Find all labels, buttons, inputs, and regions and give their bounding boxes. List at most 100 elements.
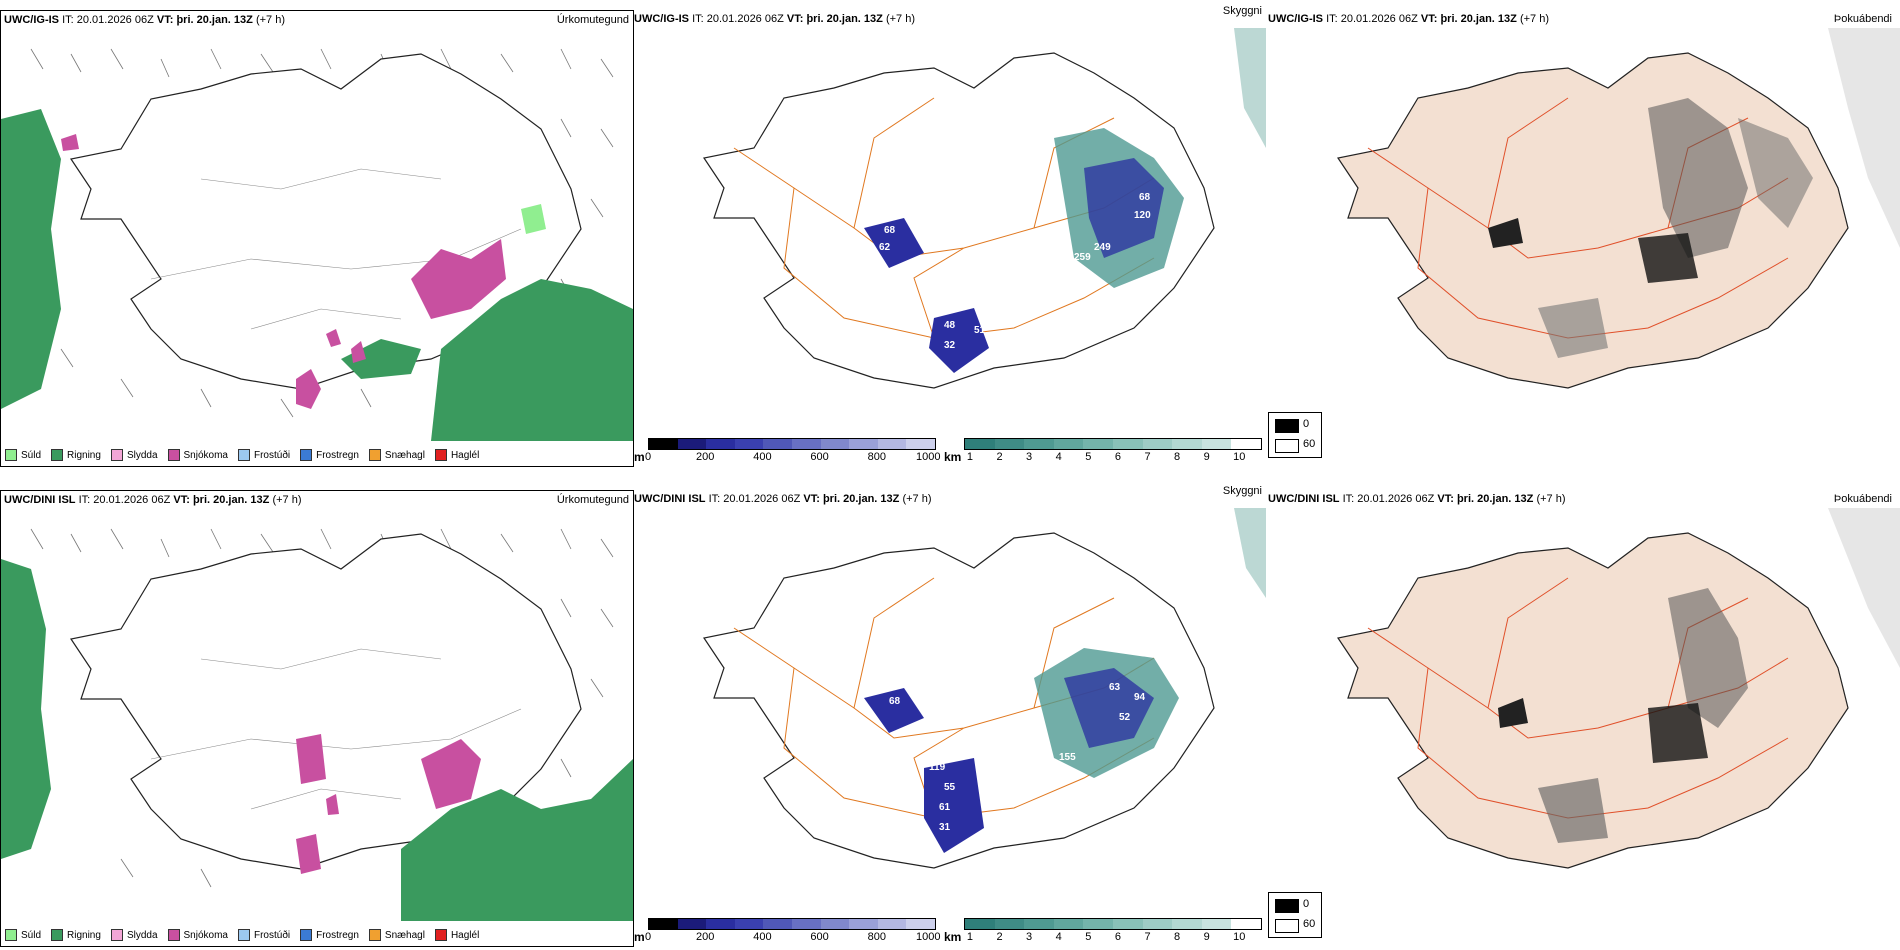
legend-swatch-slydda [110, 449, 123, 461]
ptype-map [1, 509, 633, 921]
legend-swatch-snjokoma [167, 449, 180, 461]
cloud-header: UWC/IG-IS IT: 20.01.2026 06Z VT: þri. 20… [634, 5, 1266, 28]
ceiling-colorbar [648, 438, 936, 450]
vt-label: VT: [803, 493, 820, 505]
fog-title: Þokuábendi [1833, 13, 1892, 25]
ceiling-label: 62 [879, 242, 891, 253]
fog-legend: 0 60 [1268, 892, 1322, 938]
lead-time: (+7 h) [902, 493, 932, 505]
vt-value: þri. 20.jan. 13Z [192, 494, 270, 506]
cloud-panel-2: UWC/DINI ISL IT: 20.01.2026 06Z VT: þri.… [634, 485, 1266, 945]
ceiling-label: 285 [1099, 642, 1116, 653]
vt-label: VT: [1420, 13, 1438, 25]
vt-label: VT: [156, 14, 174, 26]
model-name: UWC/DINI ISL [634, 493, 706, 505]
legend-label: Rigning [67, 929, 101, 941]
ceiling-label: 94 [1134, 692, 1146, 703]
fog-legend-light [1275, 439, 1299, 453]
ceiling-label: 55 [944, 782, 956, 793]
ceiling-label: 155 [1059, 752, 1076, 763]
ceiling-ticks: 0 200 400 600 800 1000 [644, 931, 941, 943]
cloud-map: 68 62 48 32 51 249 259 68 120 206 27 [634, 28, 1266, 438]
ceiling-label: 119 [929, 762, 946, 773]
ceiling-unit: m [634, 450, 645, 464]
legend-label: Snjókoma [183, 449, 228, 461]
legend-swatch-frostudi [237, 929, 250, 941]
it-label: IT: [62, 14, 74, 26]
legend-swatch-sud [5, 449, 17, 461]
lead-time: (+7 h) [1536, 493, 1566, 505]
fog-legend-dark-label: 0 [1303, 418, 1310, 430]
vt-value: þri. 20.jan. 13Z [1456, 493, 1534, 505]
cloud-map-svg: 68 119 55 61 31 155 52 94 285 63 [634, 508, 1266, 918]
fog-panel-2: UWC/DINI ISL IT: 20.01.2026 06Z VT: þri.… [1268, 490, 1900, 945]
cloud-map-svg: 68 62 48 32 51 249 259 68 120 206 27 [634, 28, 1266, 438]
it-label: IT: [1342, 493, 1355, 505]
fog-title: Þokuábendi [1833, 493, 1892, 505]
fog-legend-light [1275, 919, 1299, 933]
vt-value: þri. 20.jan. 13Z [806, 13, 883, 25]
visibility-ticks: 1 2 3 4 5 6 7 8 9 10 [966, 931, 1246, 943]
ceiling-label: 63 [1109, 682, 1121, 693]
visibility-ticks: 1 2 3 4 5 6 7 8 9 10 [966, 451, 1246, 463]
ptype-legend: Súld Rigning Slydda Snjókoma Frostúði Fr… [5, 926, 479, 944]
fog-legend-light-label: 60 [1303, 918, 1316, 930]
visibility-colorbar [964, 918, 1262, 930]
ceiling-label: 68 [889, 696, 901, 707]
snow-area-east [411, 239, 506, 319]
legend-label: Haglél [450, 449, 480, 461]
legend-label: Snjókoma [183, 929, 228, 941]
fog-legend: 0 60 [1268, 412, 1322, 458]
legend-swatch-frostudi [237, 449, 250, 461]
legend-swatch-sud [5, 929, 17, 941]
legend-swatch-haglel [434, 929, 447, 941]
visibility-unit: km [944, 450, 962, 464]
model-name: UWC/IG-IS [1268, 13, 1323, 25]
legend-label: Frostúði [253, 449, 291, 461]
vt-label: VT: [173, 494, 190, 506]
ceiling-label: 31 [939, 822, 951, 833]
lead-time: (+7 h) [885, 13, 915, 25]
it-label: IT: [692, 13, 704, 25]
it-label: IT: [78, 494, 91, 506]
it-value: 20.01.2026 06Z [706, 13, 784, 25]
visibility-colorbar [964, 438, 1262, 450]
ceiling-colorbar [648, 918, 936, 930]
ceiling-label: 32 [944, 340, 956, 351]
fog-legend-light-label: 60 [1303, 438, 1316, 450]
ceiling-label: 206 [1064, 282, 1081, 293]
vt-label: VT: [786, 13, 804, 25]
ceiling-label: 68 [1139, 192, 1151, 203]
cloud-title: Skyggni [1222, 485, 1262, 497]
ceiling-label: 259 [1074, 252, 1091, 263]
it-label: IT: [1326, 13, 1338, 25]
cloud-map: 68 119 55 61 31 155 52 94 285 63 [634, 508, 1266, 918]
legend-label: Snæhagl [384, 929, 425, 941]
vt-label: VT: [1437, 493, 1454, 505]
vt-value: þri. 20.jan. 13Z [822, 493, 900, 505]
rain-area-west [1, 109, 61, 409]
legend-label: Súld [21, 449, 42, 461]
it-value: 20.01.2026 06Z [723, 493, 801, 505]
it-value: 20.01.2026 06Z [93, 494, 171, 506]
model-name: UWC/DINI ISL [4, 494, 76, 506]
fog-legend-dark [1275, 899, 1299, 913]
visibility-unit: km [944, 930, 962, 944]
ptype-map-svg [1, 29, 633, 441]
legend-swatch-snjokoma [167, 929, 180, 941]
legend-label: Snæhagl [384, 449, 425, 461]
rain-area-southeast [431, 279, 633, 441]
vt-value: þri. 20.jan. 13Z [176, 14, 253, 26]
fog-panel-1: UWC/IG-IS IT: 20.01.2026 06Z VT: þri. 20… [1268, 10, 1900, 465]
ptype-title: Úrkomutegund [556, 494, 629, 506]
ceiling-label: 68 [884, 225, 896, 236]
ceiling-label: 51 [974, 325, 986, 336]
legend-swatch-rigning [51, 929, 64, 941]
vt-value: þri. 20.jan. 13Z [1440, 13, 1517, 25]
ceiling-label: 48 [944, 320, 956, 331]
ptype-header: UWC/DINI ISL IT: 20.01.2026 06Z VT: þri.… [4, 491, 633, 509]
legend-swatch-frostregn [300, 929, 313, 941]
it-value: 20.01.2026 06Z [1357, 493, 1435, 505]
ceiling-label: 249 [1094, 242, 1111, 253]
legend-swatch-haglel [434, 449, 447, 461]
